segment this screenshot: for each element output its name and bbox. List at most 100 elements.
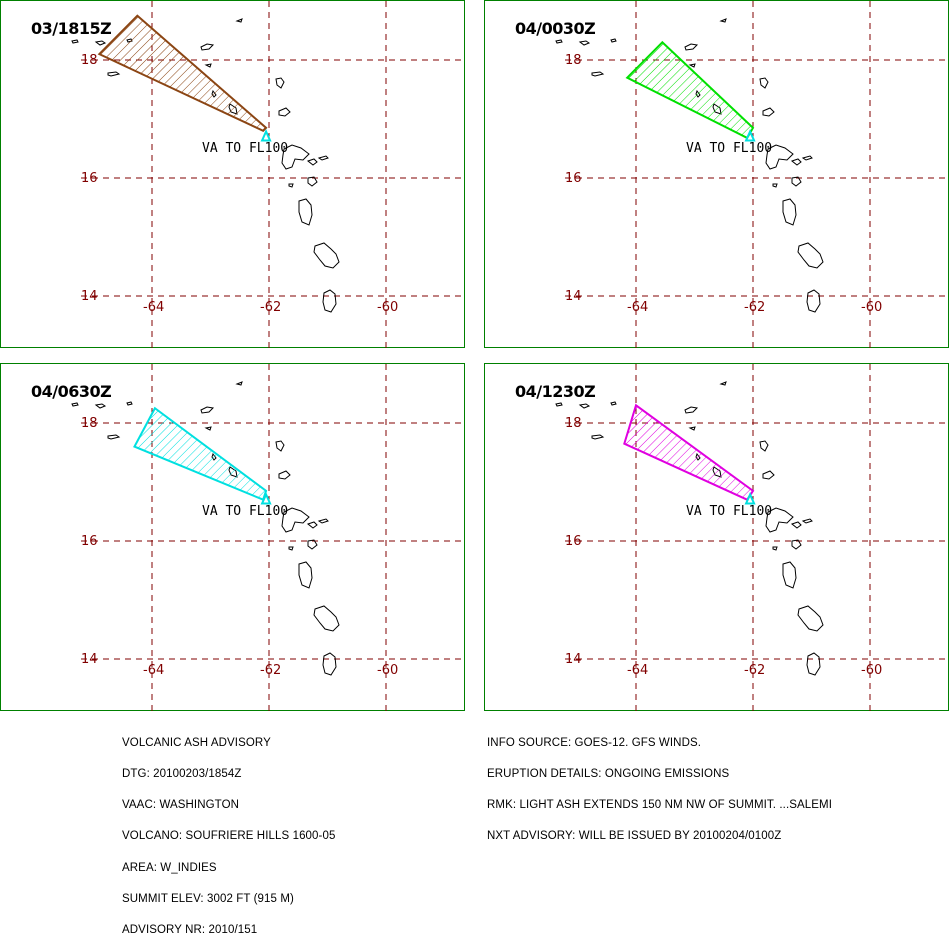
volcano-marker-icon [744,129,756,142]
advisory-line: VOLCANO: SOUFRIERE HILLS 1600-05 [122,830,336,843]
latitude-label: 18 [81,416,98,431]
coastline [107,434,121,440]
latitude-label: 16 [81,534,98,549]
va-label: VA TO FL100 [202,141,288,156]
coastline [684,406,699,414]
coastline [791,176,802,187]
latitude-label: 14 [565,652,582,667]
va-label: VA TO FL100 [202,504,288,519]
coastline [688,426,696,431]
coastline [688,63,696,68]
coastline [610,401,617,406]
coastline [684,43,699,51]
map-panel-4: VA TO FL100 -64 -62 -60 18 16 14 04/1230Z [484,363,950,712]
coastline [806,652,821,676]
panel-time: 04/1230Z [515,382,596,401]
coastline [200,406,215,414]
coastline [790,521,802,529]
coastline [307,176,318,187]
map-svg: VA TO FL100 -64 -62 -60 18 16 14 [71,1,466,349]
coastline [759,77,769,89]
ash-cloud-polygon [97,14,268,133]
coastline [235,381,243,386]
coastline [719,18,727,23]
latitude-label: 18 [81,53,98,68]
map-svg: VA TO FL100 -64 -62 -60 18 16 14 [555,364,950,712]
latitude-label: 18 [565,416,582,431]
coastline [313,605,340,632]
map-panel-3: VA TO FL100 -64 -62 -60 18 16 14 04/0630Z [0,363,466,712]
coastline [298,561,313,589]
panel-time: 03/1815Z [31,19,112,38]
latitude-label: 16 [81,171,98,186]
coastline [313,242,340,269]
longitude-label: -62 [260,300,281,315]
ash-cloud-polygon [625,40,755,140]
coastline [317,518,329,524]
coastline [797,605,824,632]
panel-time: 04/0630Z [31,382,112,401]
latitude-label: 18 [565,53,582,68]
coastline [322,652,337,676]
coastline [801,518,813,524]
advisory-line: INFO SOURCE: GOES-12. GFS WINDS. [487,736,702,749]
coastline [765,507,794,533]
coastline [782,198,797,226]
coastline [762,470,775,480]
coastline [772,183,778,188]
coastline [762,107,775,117]
coastline [719,381,727,386]
advisory-left: VOLCANIC ASH ADVISORY DTG: 20100203/1854… [122,717,335,946]
advisory-line: SUMMIT ELEV: 3002 FT (915 M) [122,892,294,905]
coastline [610,38,617,43]
latitude-label: 16 [565,534,582,549]
advisory-right: INFO SOURCE: GOES-12. GFS WINDS. ERUPTIO… [487,717,832,852]
longitude-label: -64 [143,300,164,315]
coastline [281,507,310,533]
coastline [317,155,329,161]
advisory-line: VAAC: WASHINGTON [122,799,240,812]
coastline [288,183,294,188]
coastline [578,40,591,46]
coastline [235,18,243,23]
coastline [275,77,285,89]
coastline [281,144,310,170]
coastline [578,403,591,409]
volcano-marker-icon [744,492,756,505]
coastline [204,63,212,68]
coastline [591,71,605,77]
coastline [278,107,291,117]
latitude-label: 14 [565,289,582,304]
longitude-label: -60 [377,300,398,315]
coastline [126,401,133,406]
va-label: VA TO FL100 [686,141,772,156]
advisory-line: RMK: LIGHT ASH EXTENDS 150 NM NW OF SUMM… [487,799,833,812]
latitude-label: 16 [565,171,582,186]
advisory-line: NXT ADVISORY: WILL BE ISSUED BY 20100204… [487,830,782,843]
longitude-label: -64 [627,300,648,315]
latitude-label: 14 [81,289,98,304]
coastline [782,561,797,589]
coastline [288,546,294,551]
coastline [307,539,318,550]
coastline [107,71,121,77]
coastline [555,402,563,407]
longitude-label: -62 [260,663,281,678]
longitude-label: -60 [861,663,882,678]
ash-cloud-polygon [623,403,755,501]
longitude-label: -62 [744,663,765,678]
advisory-line: AREA: W_INDIES [122,861,217,874]
coastline [322,289,337,313]
coastline [765,144,794,170]
volcano-marker-icon [260,129,272,142]
longitude-label: -60 [377,663,398,678]
coastline [298,198,313,226]
panel-time: 04/0030Z [515,19,596,38]
advisory-line: VOLCANIC ASH ADVISORY [122,736,271,749]
map-panel-2: VA TO FL100 -64 -62 -60 18 16 14 04/0030Z [484,0,950,349]
coastline [94,40,107,46]
coastline [275,440,285,452]
coastline [278,470,291,480]
map-panel-1: VA TO FL100 -64 -62 -60 18 16 14 03/1815Z [0,0,466,349]
advisory-line: ADVISORY NR: 2010/151 [122,924,258,937]
